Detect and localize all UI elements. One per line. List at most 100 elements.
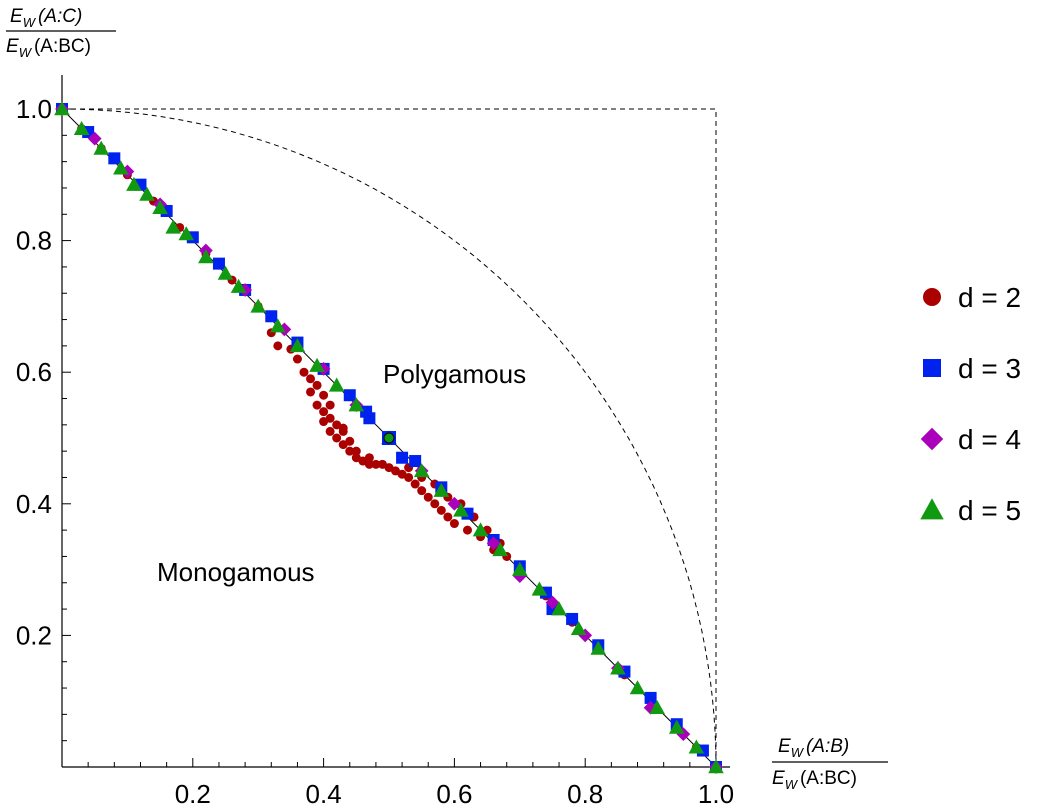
data-point: [292, 354, 302, 364]
data-point: [178, 226, 195, 241]
annotation-monogamous: Monogamous: [157, 557, 315, 587]
data-point: [273, 341, 283, 351]
data-point: [649, 699, 665, 715]
data-point: [270, 318, 286, 333]
x-tick-label: 0.4: [306, 779, 342, 809]
data-point: [629, 680, 646, 695]
legend-marker: [920, 498, 944, 520]
dashed-quarter-circle: [61, 108, 717, 768]
data-point: [492, 542, 508, 557]
data-point: [217, 265, 234, 280]
data-point: [312, 400, 322, 410]
data-point: [319, 417, 329, 427]
data-point: [447, 496, 462, 511]
data-point: [250, 298, 266, 313]
data-point: [230, 278, 247, 293]
data-point: [396, 451, 409, 464]
data-point: [139, 186, 155, 201]
legend-label: d = 2: [958, 282, 1021, 313]
data-point: [306, 374, 316, 384]
data-point: [54, 101, 70, 116]
data-point: [165, 219, 181, 234]
legend-label: d = 5: [958, 495, 1021, 526]
data-point: [668, 719, 685, 734]
data-point: [289, 338, 306, 353]
data-point: [343, 389, 356, 402]
data-point: [433, 482, 450, 497]
x-tick-label: 0.8: [567, 779, 603, 809]
data-point: [126, 176, 142, 191]
data-point: [512, 561, 528, 576]
data-point: [443, 512, 453, 522]
data-point: [351, 446, 361, 456]
data-point: [551, 601, 567, 616]
data-point: [113, 160, 129, 175]
legend-label: d = 3: [958, 353, 1021, 384]
y-tick-label: 0.8: [16, 226, 52, 256]
data-point: [319, 407, 329, 417]
data-point: [325, 400, 335, 410]
data-point: [449, 519, 459, 529]
x-label-numerator: EW (A:B): [778, 736, 849, 760]
y-tick-label: 0.6: [16, 357, 52, 387]
legend-marker: [920, 427, 944, 451]
x-tick-label: 0.6: [436, 779, 472, 809]
data-point: [383, 432, 395, 444]
x-tick-label: 0.2: [175, 779, 211, 809]
data-point: [363, 412, 376, 425]
data-point: [348, 397, 365, 412]
data-point: [404, 472, 414, 482]
data-point: [312, 380, 322, 390]
x-label-denominator: EW (A:BC): [772, 768, 857, 792]
data-point: [108, 152, 121, 165]
data-point: [409, 455, 422, 468]
data-point: [570, 621, 587, 636]
data-point: [708, 759, 724, 774]
data-point: [332, 433, 342, 443]
data-point: [410, 479, 420, 489]
legend-marker: [923, 288, 941, 306]
y-axis-label: EW (A:C) EW (A:BC): [6, 6, 116, 60]
data-point: [384, 463, 394, 473]
data-point: [325, 426, 335, 436]
data-point: [413, 463, 430, 478]
x-axis-label: EW (A:B) EW (A:BC): [772, 736, 888, 792]
dashed-box: [62, 108, 717, 767]
data-point: [345, 446, 355, 456]
data-points: [54, 101, 724, 774]
legend-label: d = 4: [958, 424, 1021, 455]
y-tick-label: 0.2: [16, 620, 52, 650]
data-point: [87, 131, 102, 146]
data-point: [610, 660, 626, 675]
data-point: [212, 257, 225, 270]
data-point: [265, 310, 278, 323]
annotation-polygamous: Polygamous: [383, 359, 526, 389]
x-tick-label: 1.0: [698, 779, 734, 809]
data-point: [338, 426, 348, 436]
data-point: [462, 525, 472, 535]
data-point: [345, 436, 355, 446]
data-point: [93, 140, 110, 155]
data-point: [566, 612, 579, 625]
data-point: [688, 739, 705, 754]
data-point: [472, 522, 489, 537]
data-point: [309, 357, 325, 372]
y-label-numerator: EW (A:C): [10, 6, 82, 30]
data-point: [198, 249, 214, 264]
data-point: [486, 536, 501, 551]
data-point: [644, 691, 657, 704]
data-point: [531, 581, 548, 596]
center-point-group: [382, 431, 396, 445]
data-point: [328, 377, 345, 392]
legend-marker: [923, 359, 941, 377]
data-point: [430, 499, 440, 509]
y-tick-label: 1.0: [16, 94, 52, 124]
data-point: [423, 492, 433, 502]
y-label-denominator: EW (A:BC): [6, 36, 91, 60]
data-point: [73, 120, 90, 135]
data-point: [436, 505, 446, 515]
data-point: [364, 459, 374, 469]
data-point: [364, 453, 374, 463]
data-point: [319, 390, 329, 400]
